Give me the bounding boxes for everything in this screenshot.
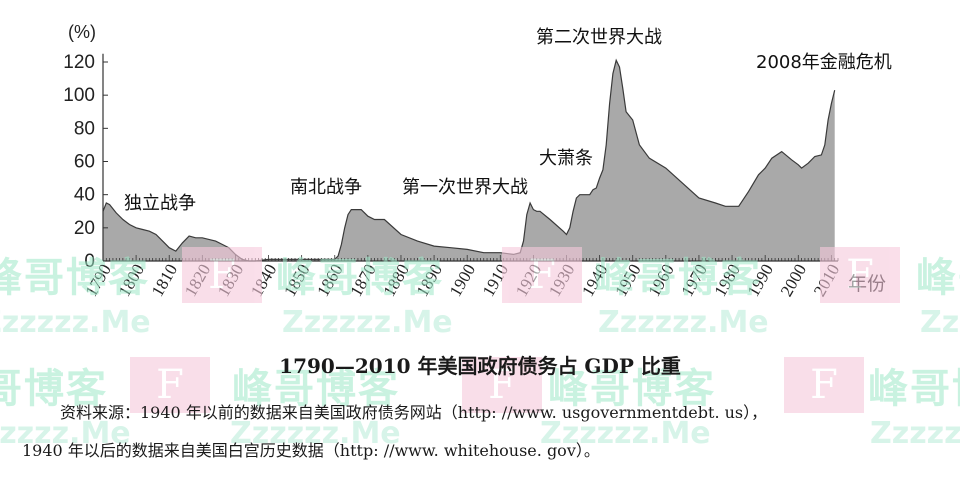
x-tick-label: 1980 xyxy=(711,261,744,300)
x-tick-label: 1940 xyxy=(578,261,611,300)
debt-line-series xyxy=(102,58,836,262)
x-tick-label: 1800 xyxy=(115,261,148,300)
y-tick-label: 60 xyxy=(74,152,95,173)
plot-area xyxy=(102,58,836,262)
x-tick-label: 1920 xyxy=(512,261,545,300)
x-tick-label: 1930 xyxy=(545,261,578,300)
gdp-debt-chart: (%) 0 20 40 60 80 100 120 1790 1800 1810 1820 1830… xyxy=(63,22,892,300)
x-tick-label: 1860 xyxy=(313,261,346,300)
x-tick-label: 1890 xyxy=(413,261,446,300)
x-tick-label: 1850 xyxy=(280,261,313,300)
x-tick-label: 1990 xyxy=(744,261,777,300)
y-axis: 0 20 40 60 80 100 120 xyxy=(63,52,108,272)
debt-area-series xyxy=(103,60,835,261)
y-tick-label: 20 xyxy=(74,218,95,239)
x-tick-label: 1820 xyxy=(181,261,214,300)
x-tick-label: 1960 xyxy=(644,261,677,300)
figure-caption: 1790—2010 年美国政府债务占 GDP 比重 xyxy=(279,354,681,378)
x-unit-label: 年份 xyxy=(848,273,886,295)
annotation-ww1: 第一次世界大战 xyxy=(402,177,528,198)
x-tick-label: 1970 xyxy=(677,261,710,300)
x-tick-label: 2010 xyxy=(810,261,843,300)
y-tick-label: 80 xyxy=(74,118,95,139)
y-tick-label: 40 xyxy=(74,185,95,206)
x-tick-label: 1810 xyxy=(148,261,181,300)
x-tick-label: 1870 xyxy=(346,261,379,300)
annotation-ww2: 第二次世界大战 xyxy=(536,27,662,48)
x-tick-label: 2000 xyxy=(777,261,810,300)
y-tick-label: 120 xyxy=(63,52,95,73)
x-tick-label: 1840 xyxy=(247,261,280,300)
annotation-revolutionary-war: 独立战争 xyxy=(124,193,196,214)
x-tick-label: 1830 xyxy=(214,261,247,300)
x-tick-label: 1900 xyxy=(446,261,479,300)
source-note-line1: 资料来源：1940 年以前的数据来自美国政府债务网站（http: //www. … xyxy=(60,403,768,422)
annotation-great-depression: 大萧条 xyxy=(539,148,593,169)
y-unit-label: (%) xyxy=(68,22,96,42)
y-tick-label: 100 xyxy=(63,85,95,106)
x-axis: 1790 1800 1810 1820 1830 1840 1850 1860 1870 1880… xyxy=(82,255,843,300)
y-tick-label: 0 xyxy=(84,251,95,272)
x-tick-label: 1880 xyxy=(379,261,412,300)
x-tick-label: 1950 xyxy=(611,261,644,300)
x-tick-label: 1910 xyxy=(479,261,512,300)
source-note-line2: 1940 年以后的数据来自美国白宫历史数据（http: //www. white… xyxy=(22,441,600,460)
annotation-civil-war: 南北战争 xyxy=(290,177,362,198)
annotation-2008-crisis: 2008年金融危机 xyxy=(756,52,892,73)
